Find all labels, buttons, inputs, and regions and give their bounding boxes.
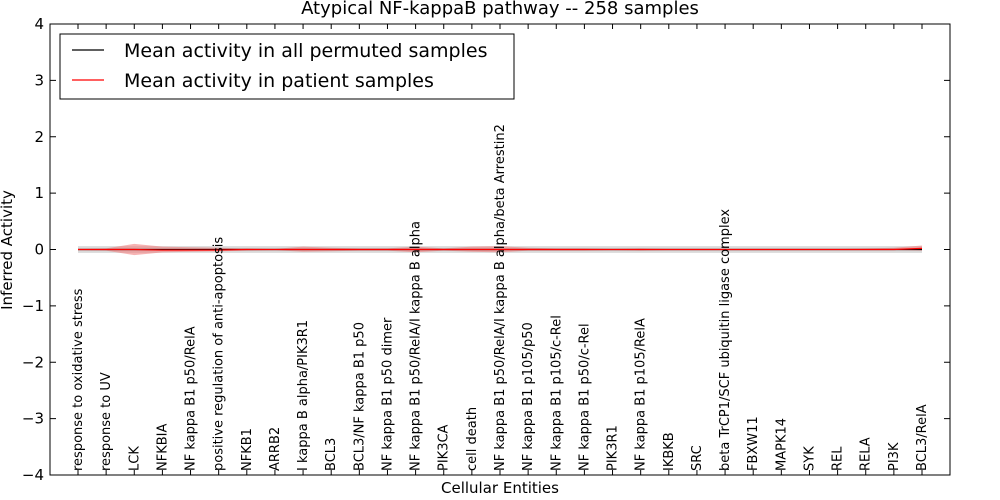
legend-label-permuted: Mean activity in all permuted samples (124, 40, 487, 62)
y-tick-label: 0 (34, 241, 44, 259)
x-category-label: NF kappa B1 p50/c-Rel (577, 323, 592, 471)
y-tick-label: 1 (34, 184, 44, 202)
legend: Mean activity in all permuted samples Me… (59, 33, 515, 100)
x-category-label: NF kappa B1 p50/RelA/I kappa B alpha/bet… (493, 124, 508, 471)
x-category-label: NF kappa B1 p105/RelA (634, 318, 649, 471)
x-category-label: NFKBIA (155, 424, 170, 471)
y-axis: −4 −3 −2 −1 0 1 2 3 4 (22, 15, 950, 484)
x-category-label: BCL3 (324, 438, 339, 471)
x-category-label: NFKB1 (240, 428, 255, 471)
x-category-label: positive regulation of anti-apoptosis (212, 237, 227, 471)
x-category-label: PIK3R1 (606, 425, 621, 471)
x-category-label: SRC (690, 445, 705, 471)
series-line-patient (78, 247, 923, 251)
y-tick-label: −4 (22, 466, 44, 484)
x-axis-label: Cellular Entities (441, 479, 559, 497)
x-category-label: NF kappa B1 p50 dimer (380, 317, 395, 471)
legend-label-patient: Mean activity in patient samples (124, 70, 434, 92)
x-category-label: REL (831, 446, 846, 471)
x-category-label: MAPK14 (774, 418, 789, 471)
x-category-label: ARRB2 (268, 427, 283, 471)
series-lines (78, 247, 923, 251)
x-category-label: NF kappa B1 p50/RelA/I kappa B alpha (409, 221, 424, 471)
y-axis-label: Inferred Activity (0, 190, 16, 310)
x-axis-tick-labels: response to oxidative stress response to … (71, 24, 930, 475)
x-category-label: cell death (465, 407, 480, 471)
x-category-label: FBXW11 (746, 416, 761, 471)
x-category-label: LCK (127, 446, 142, 471)
x-category-label: IKBKB (662, 432, 677, 471)
x-category-label: BCL3/NF kappa B1 p50 (352, 322, 367, 471)
y-tick-label: −1 (22, 297, 44, 315)
x-category-label: BCL3/RelA (915, 404, 930, 471)
x-category-label: response to oxidative stress (71, 288, 86, 471)
chart-title: Atypical NF-kappaB pathway -- 258 sample… (301, 0, 699, 19)
legend-box (59, 33, 515, 100)
y-tick-label: −2 (22, 353, 44, 371)
x-category-label: PI3K (887, 442, 902, 471)
x-category-label: NF kappa B1 p50/RelA (184, 326, 199, 471)
x-category-label: NF kappa B1 p105/p50 (521, 322, 536, 471)
x-category-label: PIK3CA (437, 424, 452, 471)
y-tick-label: −3 (22, 410, 44, 428)
y-tick-label: 4 (34, 15, 44, 33)
y-tick-label: 3 (34, 71, 44, 89)
x-category-label: I kappa B alpha/PIK3R1 (296, 320, 311, 471)
y-tick-label: 2 (34, 128, 44, 146)
x-category-label: response to UV (99, 372, 114, 471)
x-category-label: SYK (802, 446, 817, 471)
x-category-label: NF kappa B1 p105/c-Rel (549, 315, 564, 471)
x-category-label: RELA (859, 437, 874, 471)
x-category-label: beta TrCP1/SCF ubiquitin ligase complex (718, 209, 733, 471)
